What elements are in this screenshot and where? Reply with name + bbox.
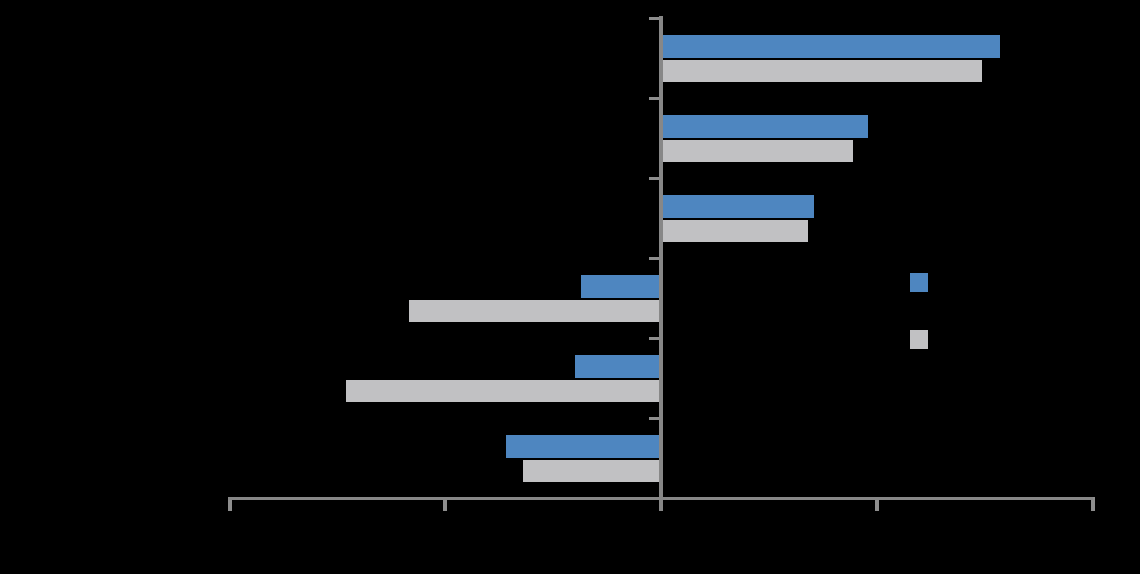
bar-series1-cat1 bbox=[661, 35, 1000, 58]
x-axis-tick bbox=[443, 497, 448, 511]
legend bbox=[910, 273, 930, 349]
bar-series1-cat5 bbox=[574, 355, 661, 378]
y-axis-tick bbox=[649, 337, 660, 340]
y-axis-tick bbox=[649, 177, 660, 180]
bar-series2-cat1 bbox=[661, 60, 983, 82]
bar-series1-cat2 bbox=[661, 115, 869, 138]
x-axis-tick bbox=[874, 497, 879, 511]
bar-series2-cat3 bbox=[661, 220, 808, 242]
y-axis-tick bbox=[649, 17, 660, 20]
y-axis-tick bbox=[649, 417, 660, 420]
bar-series1-cat6 bbox=[505, 435, 661, 458]
bar-series2-cat6 bbox=[522, 460, 661, 482]
y-axis-tick bbox=[649, 257, 660, 260]
x-axis-line bbox=[228, 497, 1093, 500]
bar-series2-cat2 bbox=[661, 140, 854, 162]
x-axis-tick bbox=[227, 497, 232, 511]
bar-series2-cat5 bbox=[346, 380, 661, 402]
y-axis-line bbox=[659, 16, 663, 511]
legend-swatch-series1 bbox=[910, 273, 928, 292]
legend-swatch-series2 bbox=[910, 330, 928, 349]
bar-series2-cat4 bbox=[408, 300, 661, 322]
y-axis-tick bbox=[649, 97, 660, 100]
x-axis-tick bbox=[1090, 497, 1095, 511]
bar-series1-cat3 bbox=[661, 195, 815, 218]
bar-series1-cat4 bbox=[581, 275, 661, 298]
